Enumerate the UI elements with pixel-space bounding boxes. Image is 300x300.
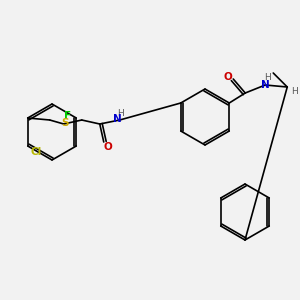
Text: N: N xyxy=(261,80,270,90)
Text: N: N xyxy=(113,114,122,124)
Text: Cl: Cl xyxy=(30,147,41,157)
Text: O: O xyxy=(224,72,233,82)
Text: S: S xyxy=(61,118,68,128)
Text: H: H xyxy=(291,88,298,97)
Text: H: H xyxy=(264,74,271,82)
Text: H: H xyxy=(117,109,124,118)
Text: O: O xyxy=(103,142,112,152)
Text: F: F xyxy=(64,111,71,121)
